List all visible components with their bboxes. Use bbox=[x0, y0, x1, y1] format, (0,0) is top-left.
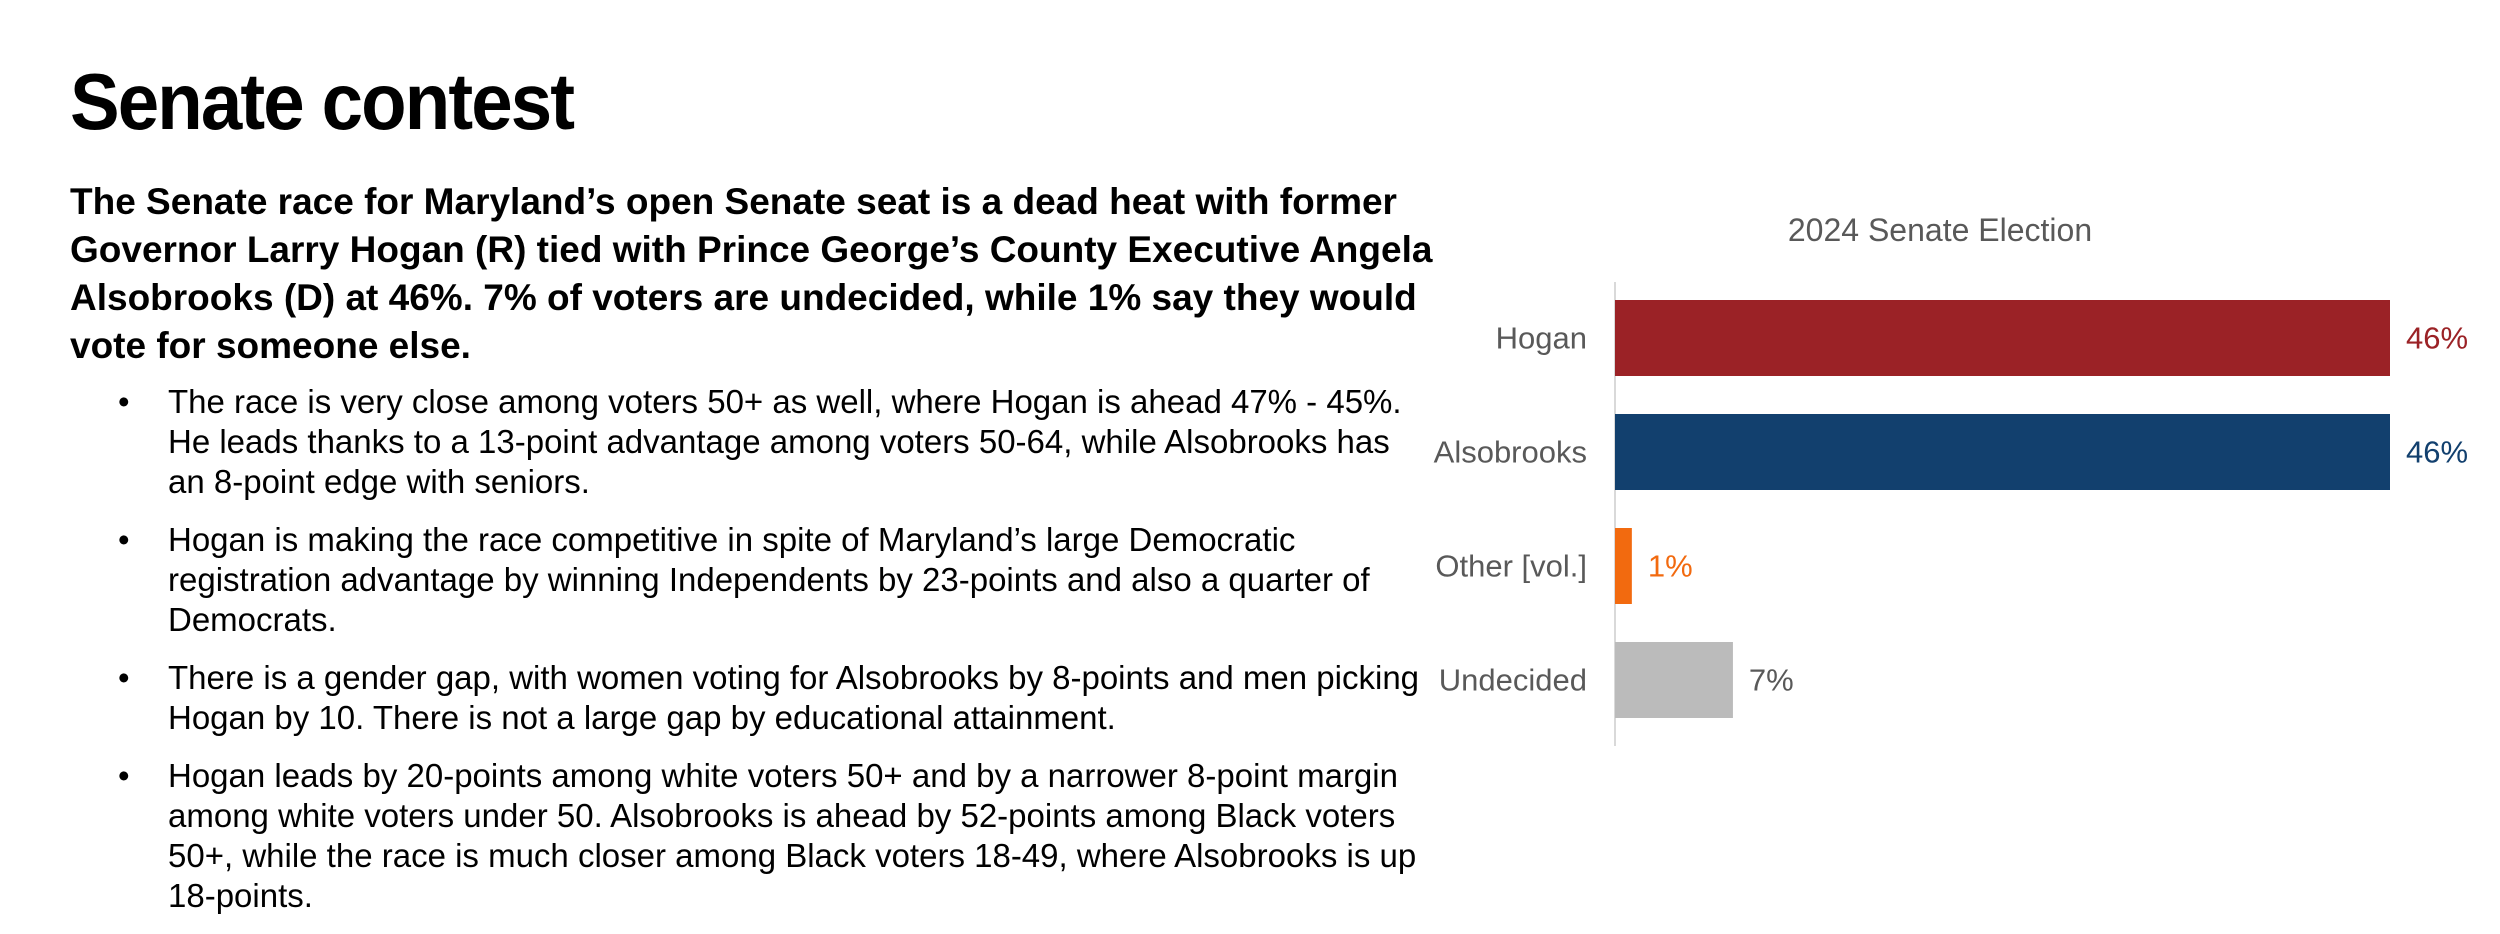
value-label: 46% bbox=[2406, 435, 2468, 470]
bullet-text: Hogan leads by 20-points among white vot… bbox=[168, 757, 1417, 914]
category-label: Undecided bbox=[1439, 663, 1587, 698]
bar-alsobrooks bbox=[1615, 414, 2390, 490]
bullet-marker: • bbox=[118, 383, 130, 420]
value-label: 1% bbox=[1648, 549, 1693, 584]
bullet-item: • Hogan is making the race competitive i… bbox=[70, 520, 1430, 640]
category-label: Other [vol.] bbox=[1435, 549, 1587, 584]
category-label: Hogan bbox=[1496, 321, 1587, 356]
bar-chart: Hogan 46% Alsobrooks 46% Other [vol.] 1% Undec… bbox=[1434, 282, 2468, 746]
bar-hogan bbox=[1615, 300, 2390, 376]
summary-paragraph: The Senate race for Maryland’s open Sena… bbox=[70, 181, 1433, 366]
value-label: 7% bbox=[1749, 663, 1794, 698]
bullet-text: There is a gender gap, with women voting… bbox=[168, 659, 1420, 736]
bar-other-vol bbox=[1615, 528, 1632, 604]
bullet-marker: • bbox=[118, 757, 130, 794]
bar-undecided bbox=[1615, 642, 1733, 718]
page-title: Senate contest bbox=[70, 57, 575, 146]
bullet-marker: • bbox=[118, 659, 130, 696]
category-label: Alsobrooks bbox=[1434, 435, 1587, 470]
bullet-item: • Hogan leads by 20-points among white v… bbox=[70, 756, 1430, 916]
bullet-item: • The race is very close among voters 50… bbox=[70, 382, 1430, 502]
bullet-text: Hogan is making the race competitive in … bbox=[168, 521, 1370, 638]
value-label: 46% bbox=[2406, 321, 2468, 356]
bullet-marker: • bbox=[118, 521, 130, 558]
bullet-list: • The race is very close among voters 50… bbox=[70, 382, 1430, 934]
chart-title: 2024 Senate Election bbox=[1787, 212, 2093, 248]
bullet-item: • There is a gender gap, with women voti… bbox=[70, 658, 1430, 738]
bullet-text: The race is very close among voters 50+ … bbox=[168, 383, 1402, 500]
